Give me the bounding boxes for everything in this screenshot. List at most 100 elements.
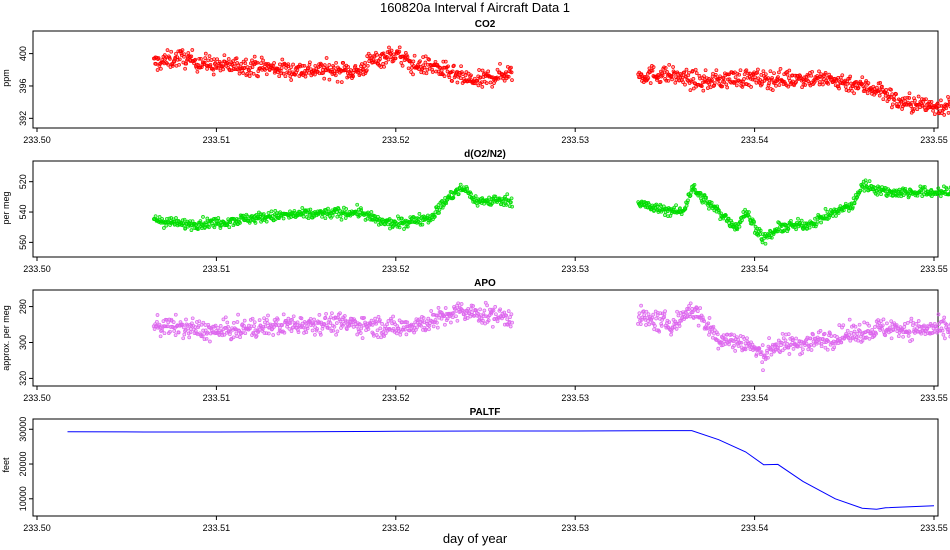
apo-point [506,309,511,313]
apo-point [786,332,791,336]
co2-point [433,59,438,64]
apo-point [256,329,261,333]
apo-point [415,325,419,330]
co2-point [203,51,208,56]
apo-point [785,342,790,346]
co2-point [220,64,225,68]
apo-point [235,334,239,338]
co2-x-tick-label: 233.55 [920,135,948,145]
apo-point [711,324,716,329]
apo-point [789,342,794,347]
co2-point [365,63,370,68]
o2n2-point [475,203,480,208]
apo-point [254,334,259,338]
co2-point [727,72,731,77]
co2-point [681,80,685,84]
co2-point [361,67,365,71]
co2-point [794,80,798,84]
o2n2-point [469,192,473,196]
co2-point [195,69,200,74]
apo-point [165,324,170,329]
o2n2-point [831,214,835,218]
paltf-y-axis-label: feet [1,457,11,473]
apo-point [459,302,464,306]
co2-point [705,86,710,90]
o2n2-point [758,228,763,233]
o2n2-point [433,214,437,219]
apo-point [374,321,379,326]
co2-point [803,83,808,87]
apo-point [332,324,337,329]
co2-point [666,78,671,83]
apo-point [774,342,779,347]
apo-point [941,332,946,337]
apo-point [733,349,738,353]
co2-point [506,74,511,79]
apo-point [491,308,496,313]
co2-y-tick-label: 392 [18,111,28,126]
apo-point [338,311,342,316]
co2-point [720,84,725,89]
apo-point [853,324,858,329]
apo-point [825,347,830,352]
apo-point [940,328,945,333]
o2n2-point [253,221,258,225]
apo-point [305,326,310,331]
co2-point [742,72,747,77]
apo-point [883,333,888,338]
co2-plot-frame [32,30,939,129]
apo-point [182,332,187,337]
apo-point [936,312,941,317]
o2n2-point [383,222,387,227]
co2-point [353,63,358,68]
figure-title: 160820a Interval f Aircraft Data 1 [380,0,570,15]
apo-point [490,324,495,329]
apo-point [188,330,193,335]
apo-point [155,313,160,317]
apo-point [242,318,247,323]
o2n2-point [668,214,673,218]
co2-point [648,81,653,85]
co2-point [777,70,781,75]
apo-point [923,332,928,336]
co2-x-tick-label: 233.54 [741,135,769,145]
co2-point [306,65,310,70]
apo-point [716,346,721,351]
apo-panel: APO approx. per meg [1,278,496,371]
co2-point [226,57,231,61]
co2-point [322,63,327,67]
apo-point [291,314,296,319]
co2-point [864,79,869,83]
o2n2-point [281,216,286,221]
apo-point [767,336,771,340]
co2-point [244,57,248,62]
o2n2-point [227,225,232,230]
paltf-x-tick-label: 233.55 [920,523,948,533]
co2-point [387,45,391,50]
apo-point [903,322,907,326]
apo-point [265,318,269,322]
co2-point [291,62,295,67]
apo-point [404,332,409,337]
co2-point [408,59,413,63]
apo-point [715,332,720,337]
co2-point [840,73,845,78]
apo-plot-area: 233.50 233.51 233.52 233.53 233.54 233.55 320 3… [18,289,950,403]
co2-point [488,80,493,85]
co2-point [776,75,780,79]
co2-point [168,57,172,61]
o2n2-point [850,205,855,210]
o2n2-point [473,194,478,198]
apo-point [739,340,744,345]
co2-point [192,61,196,66]
apo-point [855,332,860,336]
co2-point [261,58,265,63]
apo-point [472,314,477,318]
apo-point [429,309,434,313]
apo-point [698,306,703,310]
apo-point [493,305,498,309]
apo-point [271,333,276,337]
co2-point [753,75,758,80]
co2-point [878,81,883,85]
o2n2-point [417,212,422,216]
